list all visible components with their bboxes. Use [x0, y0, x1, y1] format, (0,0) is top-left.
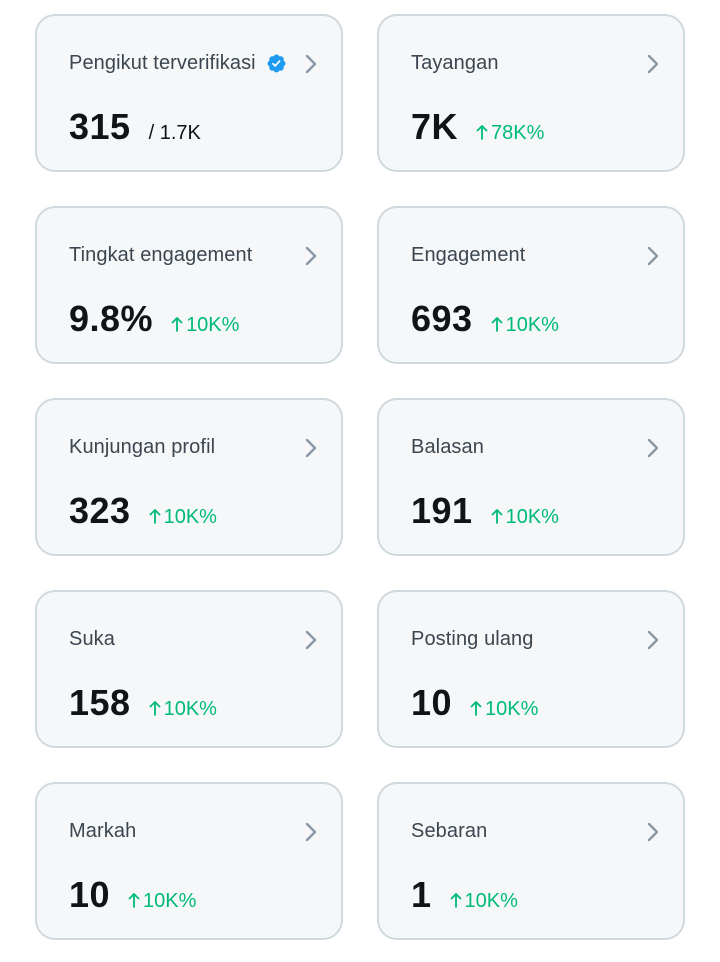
chevron-right-icon — [647, 54, 659, 74]
metric-change-value: 10K% — [505, 314, 559, 336]
metric-change-value: 10K% — [143, 890, 197, 912]
metric-change-value: 10K% — [464, 890, 518, 912]
metric-value: 9.8% — [69, 298, 154, 339]
metric-change: 10K% — [470, 698, 538, 721]
metric-label: Balasan — [411, 436, 484, 458]
chevron-right-icon — [305, 822, 317, 842]
metric-value: 1 — [411, 874, 432, 915]
metric-value: 191 — [411, 490, 473, 531]
metric-label: Engagement — [411, 244, 526, 266]
metric-change: 10K% — [149, 698, 217, 721]
metric-value-row: 191 10K% — [411, 490, 559, 532]
chevron-right-icon — [647, 438, 659, 458]
chevron-right-icon — [647, 246, 659, 266]
metric-change-value: 10K% — [485, 698, 539, 720]
metric-card-verified-followers[interactable]: Pengikut terverifikasi 315 / 1.7K — [35, 14, 343, 172]
metric-value-row: 10 10K% — [69, 874, 196, 916]
metric-change: 10K% — [491, 314, 559, 337]
metric-change-value: 78K% — [491, 122, 545, 144]
arrow-up-icon — [171, 317, 183, 332]
metric-value: 315 — [69, 106, 131, 147]
metric-card-impressions[interactable]: Tayangan 7K 78K% — [377, 14, 685, 172]
metric-value: 693 — [411, 298, 473, 339]
metric-label-wrap: Sebaran — [411, 820, 487, 843]
arrow-up-icon — [476, 125, 488, 140]
metric-card-reposts[interactable]: Posting ulang 10 10K% — [377, 590, 685, 748]
metric-label-wrap: Engagement — [411, 244, 525, 267]
metric-label: Tingkat engagement — [69, 244, 253, 266]
metric-label-wrap: Tingkat engagement — [69, 244, 252, 267]
metric-label: Pengikut terverifikasi — [69, 52, 256, 74]
arrow-up-icon — [450, 893, 461, 908]
metric-card-shares[interactable]: Sebaran 1 10K% — [377, 782, 685, 940]
metric-label: Sebaran — [411, 820, 488, 842]
metric-value: 158 — [69, 682, 131, 723]
metric-label-wrap: Pengikut terverifikasi — [69, 52, 287, 75]
metric-total: / 1.7K — [148, 122, 201, 144]
metric-card-likes[interactable]: Suka 158 10K% — [35, 590, 343, 748]
metric-label: Tayangan — [411, 52, 499, 74]
metric-label: Suka — [69, 628, 115, 650]
metric-card-profile-visits[interactable]: Kunjungan profil 323 10K% — [35, 398, 343, 556]
metric-change: 10K% — [171, 314, 239, 337]
metric-value-row: 693 10K% — [411, 298, 559, 340]
chevron-right-icon — [305, 54, 317, 74]
metric-label-wrap: Tayangan — [411, 52, 499, 75]
arrow-up-icon — [491, 509, 502, 524]
chevron-right-icon — [647, 630, 659, 650]
metric-label: Posting ulang — [411, 628, 534, 650]
verified-badge-icon — [267, 54, 286, 73]
arrow-up-icon — [470, 701, 482, 716]
analytics-metrics-grid: Pengikut terverifikasi 315 / 1.7K Tayang… — [35, 14, 685, 940]
arrow-up-icon — [128, 893, 140, 908]
metric-value: 7K — [411, 106, 459, 147]
metric-change: 10K% — [149, 506, 217, 529]
metric-label-wrap: Suka — [69, 628, 115, 651]
metric-label: Kunjungan profil — [69, 436, 216, 458]
metric-label: Markah — [69, 820, 137, 842]
metric-card-engagement-rate[interactable]: Tingkat engagement 9.8% 10K% — [35, 206, 343, 364]
metric-card-bookmarks[interactable]: Markah 10 10K% — [35, 782, 343, 940]
metric-value: 323 — [69, 490, 131, 531]
metric-change-value: 10K% — [505, 506, 559, 528]
metric-value-row: 9.8% 10K% — [69, 298, 239, 340]
metric-label-wrap: Markah — [69, 820, 136, 843]
metric-value-row: 1 10K% — [411, 874, 518, 916]
metric-label-wrap: Posting ulang — [411, 628, 534, 651]
metric-change: 10K% — [450, 890, 518, 913]
metric-value: 10 — [69, 874, 111, 915]
metric-change-value: 10K% — [163, 506, 217, 528]
chevron-right-icon — [305, 438, 317, 458]
metric-change: 10K% — [491, 506, 559, 529]
chevron-right-icon — [305, 630, 317, 650]
metric-value-row: 158 10K% — [69, 682, 217, 724]
metric-label-wrap: Balasan — [411, 436, 484, 459]
metric-label-wrap: Kunjungan profil — [69, 436, 215, 459]
arrow-up-icon — [491, 317, 502, 332]
arrow-up-icon — [149, 509, 160, 524]
metric-value-row: 10 10K% — [411, 682, 538, 724]
metric-change: 78K% — [476, 122, 544, 145]
metric-card-engagement[interactable]: Engagement 693 10K% — [377, 206, 685, 364]
chevron-right-icon — [647, 822, 659, 842]
metric-change: 10K% — [128, 890, 196, 913]
metric-value-row: 315 / 1.7K — [69, 106, 201, 148]
arrow-up-icon — [149, 701, 160, 716]
metric-change-value: 10K% — [163, 698, 217, 720]
metric-value: 10 — [411, 682, 453, 723]
metric-change-value: 10K% — [186, 314, 240, 336]
metric-value-row: 323 10K% — [69, 490, 217, 532]
metric-value-row: 7K 78K% — [411, 106, 544, 148]
metric-card-replies[interactable]: Balasan 191 10K% — [377, 398, 685, 556]
chevron-right-icon — [305, 246, 317, 266]
